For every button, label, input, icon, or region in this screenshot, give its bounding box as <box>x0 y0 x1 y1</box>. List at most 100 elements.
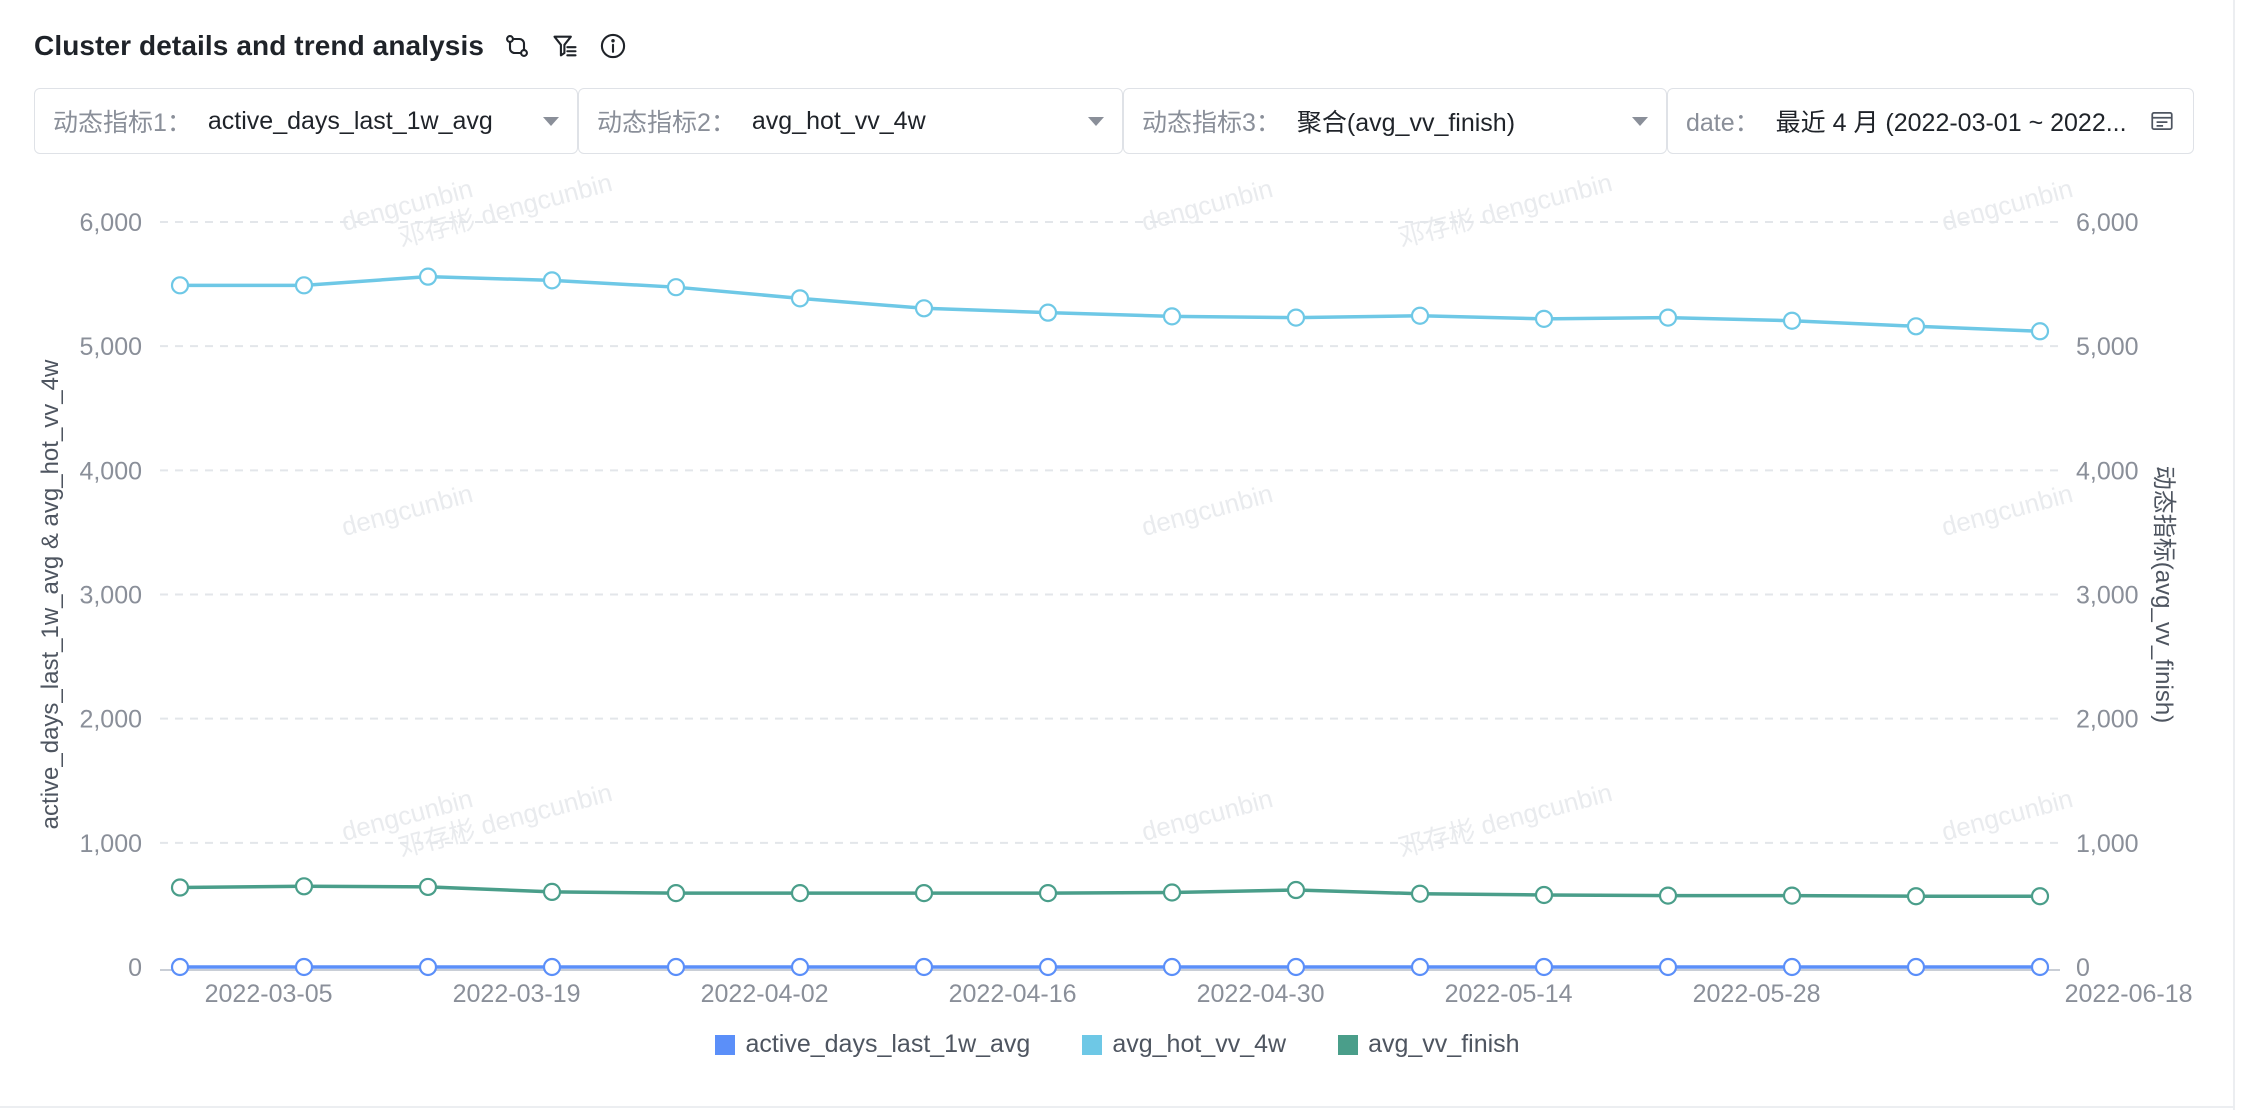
data-point-active_days_last_1w_avg <box>790 957 810 977</box>
data-point-avg_hot_vv_4w <box>1534 309 1554 328</box>
data-point-avg_vv_finish <box>1038 884 1058 903</box>
data-point-avg_hot_vv_4w <box>790 289 810 308</box>
panel-bottom-border <box>0 1106 2235 1108</box>
metric2-label: 动态指标2： <box>597 109 736 137</box>
legend-label: avg_hot_vv_4w <box>1112 1030 1287 1058</box>
data-point-avg_vv_finish <box>1410 884 1430 903</box>
date-range-picker[interactable]: date： 最近 4 月 (2022-03-01 ~ 2022... <box>1667 88 2194 154</box>
chevron-down-icon[interactable] <box>1088 116 1104 126</box>
series-line-avg_hot_vv_4w <box>180 274 2041 334</box>
y-tick-label-right: 2,000 <box>2076 706 2139 734</box>
y-axis-title-left: active_days_last_1w_avg & avg_hot_vv_4w <box>37 359 64 829</box>
data-point-avg_hot_vv_4w <box>294 276 314 295</box>
date-label: date： <box>1686 109 1760 137</box>
data-point-avg_vv_finish <box>790 884 810 903</box>
x-tick-label: 2022-06-18 <box>2065 980 2193 1008</box>
legend-label: avg_vv_finish <box>1368 1030 1520 1058</box>
y-tick-label-right: 4,000 <box>2076 457 2139 485</box>
data-point-avg_vv_finish <box>1658 886 1678 905</box>
y-tick-label-right: 1,000 <box>2076 830 2139 858</box>
data-point-active_days_last_1w_avg <box>2030 957 2050 977</box>
data-point-active_days_last_1w_avg <box>1906 957 1926 977</box>
data-point-active_days_last_1w_avg <box>1410 957 1430 977</box>
x-tick-label: 2022-03-05 <box>205 980 333 1008</box>
legend-swatch <box>715 1034 736 1055</box>
y-tick-label-right: 5,000 <box>2076 333 2139 361</box>
data-point-avg_vv_finish <box>1534 885 1554 905</box>
data-point-avg_hot_vv_4w <box>1286 308 1306 327</box>
legend-swatch <box>1082 1034 1103 1055</box>
data-point-avg_hot_vv_4w <box>1906 317 1926 336</box>
chevron-down-icon[interactable] <box>543 116 559 126</box>
y-tick-label-right: 0 <box>2076 954 2090 982</box>
x-tick-label: 2022-04-30 <box>1197 980 1325 1008</box>
legend-item-avg-hot-vv[interactable]: avg_hot_vv_4w <box>1082 1030 1286 1059</box>
legend-item-active-days[interactable]: active_days_last_1w_avg <box>715 1030 1030 1059</box>
y-tick-label-left: 6,000 <box>79 209 142 237</box>
data-point-avg_vv_finish <box>418 877 438 897</box>
data-point-avg_hot_vv_4w <box>1782 311 1802 330</box>
data-point-avg_vv_finish <box>1906 887 1926 906</box>
date-value: 最近 4 月 (2022-03-01 ~ 2022... <box>1775 109 2127 137</box>
data-point-avg_hot_vv_4w <box>418 267 438 286</box>
data-point-avg_vv_finish <box>914 884 934 903</box>
data-point-avg_vv_finish <box>1286 880 1306 900</box>
metric3-value: 聚合(avg_vv_finish) <box>1296 109 1516 137</box>
y-tick-label-left: 3,000 <box>79 582 142 610</box>
y-tick-label-left: 5,000 <box>79 333 142 361</box>
legend-label: active_days_last_1w_avg <box>745 1030 1031 1058</box>
data-point-active_days_last_1w_avg <box>294 957 314 977</box>
y-tick-label-right: 6,000 <box>2076 209 2139 237</box>
panel-header: Cluster details and trend analysis <box>34 26 628 66</box>
x-tick-label: 2022-04-16 <box>949 980 1077 1008</box>
metric1-label: 动态指标1： <box>53 109 192 137</box>
data-point-avg_hot_vv_4w <box>1658 308 1678 327</box>
metric1-value: active_days_last_1w_avg <box>207 106 493 135</box>
data-point-avg_hot_vv_4w <box>666 278 686 297</box>
filter-icon[interactable] <box>550 31 580 61</box>
data-point-active_days_last_1w_avg <box>1162 957 1182 977</box>
data-point-avg_hot_vv_4w <box>542 271 562 290</box>
info-icon[interactable] <box>598 31 628 61</box>
legend-item-avg-vv-finish[interactable]: avg_vv_finish <box>1338 1030 1520 1059</box>
data-point-avg_vv_finish <box>2030 887 2050 906</box>
chevron-down-icon[interactable] <box>1632 116 1648 126</box>
data-point-avg_vv_finish <box>542 882 562 901</box>
metric3-select[interactable]: 动态指标3： 聚合(avg_vv_finish) <box>1123 88 1667 154</box>
data-point-avg_hot_vv_4w <box>1038 303 1058 322</box>
y-tick-label-right: 3,000 <box>2076 582 2139 610</box>
link-icon[interactable] <box>502 31 532 61</box>
y-tick-label-left: 1,000 <box>79 830 142 858</box>
x-tick-label: 2022-05-28 <box>1693 980 1821 1008</box>
data-point-avg_vv_finish <box>170 878 190 897</box>
calendar-icon[interactable] <box>2149 108 2175 134</box>
x-tick-label: 2022-04-02 <box>701 980 829 1008</box>
data-point-avg_vv_finish <box>666 884 686 903</box>
data-point-avg_hot_vv_4w <box>1410 306 1430 325</box>
data-point-active_days_last_1w_avg <box>170 957 190 977</box>
panel-title: Cluster details and trend analysis <box>34 30 484 61</box>
data-point-active_days_last_1w_avg <box>914 957 934 977</box>
y-tick-label-left: 2,000 <box>79 706 142 734</box>
metric1-select[interactable]: 动态指标1： active_days_last_1w_avg <box>34 88 578 154</box>
series-line-avg_vv_finish <box>179 884 2040 898</box>
data-point-avg_vv_finish <box>1782 886 1802 905</box>
data-point-avg_hot_vv_4w <box>914 299 934 318</box>
data-point-active_days_last_1w_avg <box>666 957 686 977</box>
x-tick-label: 2022-03-19 <box>453 980 581 1008</box>
y-tick-label-left: 0 <box>128 954 142 982</box>
data-point-active_days_last_1w_avg <box>1038 957 1058 977</box>
data-point-avg_hot_vv_4w <box>2030 322 2050 341</box>
data-point-active_days_last_1w_avg <box>1534 957 1554 977</box>
panel-right-border <box>2233 0 2235 1110</box>
metric2-select[interactable]: 动态指标2： avg_hot_vv_4w <box>578 88 1123 154</box>
y-axis-title-right: 动态指标(avg_vv_finish) <box>2150 466 2177 723</box>
data-point-active_days_last_1w_avg <box>418 957 438 977</box>
y-tick-label-left: 4,000 <box>79 457 142 485</box>
trend-line-chart: 0 0 1,000 1,000 2,000 2,000 3,000 3,000 4,000 4,0… <box>37 209 2193 1008</box>
data-point-avg_vv_finish <box>1162 883 1182 902</box>
metric2-value: avg_hot_vv_4w <box>751 106 926 135</box>
x-tick-label: 2022-05-14 <box>1445 980 1573 1008</box>
data-point-active_days_last_1w_avg <box>1658 957 1678 977</box>
legend-swatch <box>1338 1034 1359 1055</box>
